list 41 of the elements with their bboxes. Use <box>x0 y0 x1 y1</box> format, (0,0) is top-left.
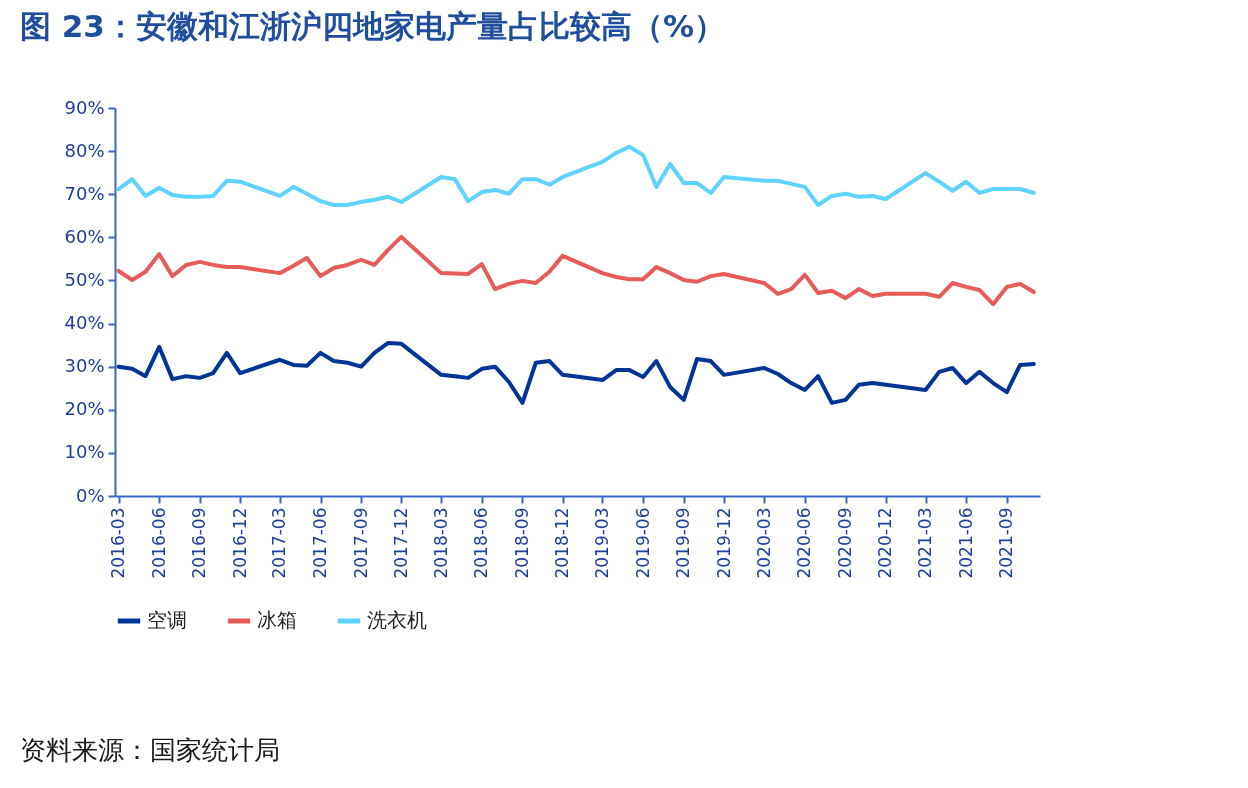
x-tick-label: 2019-03 <box>591 507 612 579</box>
x-tick-label: 2017-03 <box>269 507 290 579</box>
x-tick-label: 2017-06 <box>310 507 331 579</box>
line-series <box>116 234 1036 307</box>
y-tick-label: 90% <box>64 96 105 118</box>
x-tick-label: 2016-06 <box>148 507 169 579</box>
line-series <box>116 144 1036 207</box>
y-tick-label: 60% <box>64 225 105 247</box>
x-tick-label: 2016-12 <box>229 507 250 579</box>
x-tick-label: 2018-06 <box>471 507 492 579</box>
x-tick-label: 2016-03 <box>108 507 129 579</box>
x-tick-label: 2020-03 <box>753 507 774 579</box>
x-tick-label: 2021-03 <box>915 507 936 579</box>
x-tick-label: 2020-09 <box>835 507 856 579</box>
text: 资料来源：国家统计局 <box>20 735 280 765</box>
x-tick-label: 2019-09 <box>673 507 694 579</box>
x-tick-label: 2020-06 <box>794 507 815 579</box>
x-tick-label: 2017-09 <box>350 507 371 579</box>
x-tick-label: 2020-12 <box>875 507 896 579</box>
chart-title: 图 23：安徽和江浙沪四地家电产量占比较高（%） <box>20 8 725 44</box>
y-tick-label: 70% <box>64 182 105 204</box>
y-tick-label: 40% <box>64 312 105 334</box>
y-tick-label: 20% <box>64 398 105 420</box>
x-tick-label: 2016-09 <box>189 507 210 579</box>
x-tick-label: 2018-12 <box>552 507 573 579</box>
y-tick-label: 0% <box>75 484 105 506</box>
y-tick-label: 80% <box>64 139 105 161</box>
legend-label: 空调 <box>147 608 187 632</box>
x-tick-label: 2019-12 <box>713 507 734 579</box>
x-tick-label: 2017-12 <box>390 507 411 579</box>
legend-label: 洗衣机 <box>367 608 427 632</box>
x-tick-label: 2018-03 <box>430 507 451 579</box>
x-tick-label: 2021-06 <box>955 507 976 579</box>
y-tick-label: 30% <box>64 355 105 377</box>
x-tick-label: 2018-09 <box>511 507 532 579</box>
y-tick-label: 50% <box>64 268 105 290</box>
line-series <box>116 340 1036 405</box>
x-tick-label: 2019-06 <box>632 507 653 579</box>
y-tick-label: 10% <box>64 441 105 463</box>
x-tick-label: 2021-09 <box>996 507 1017 579</box>
legend-label: 冰箱 <box>257 608 297 632</box>
